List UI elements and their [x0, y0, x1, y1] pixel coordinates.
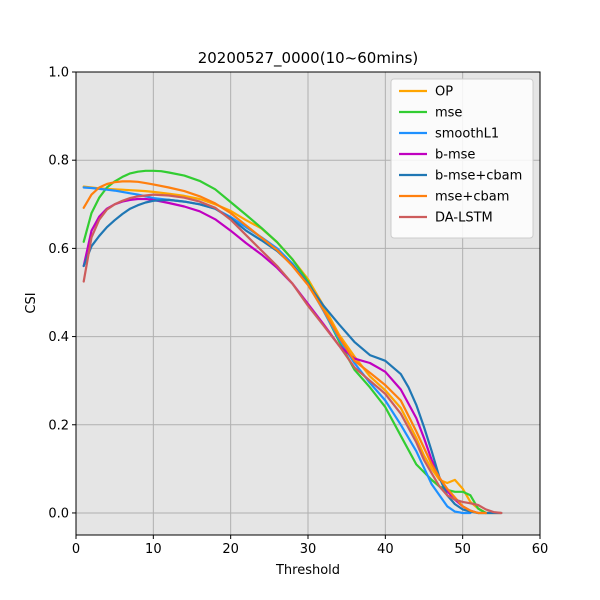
x-tick-label: 50	[454, 542, 471, 557]
series-lines	[82, 169, 503, 515]
legend-label: b-mse+cbam	[435, 169, 522, 184]
legend: OP mse smoothL1 b-mse b-mse+cbam mse+cbam DA-L…	[390, 78, 534, 239]
x-tick-label: 30	[300, 542, 317, 557]
series-line-b-mse	[82, 197, 480, 515]
x-tick-label: 20	[222, 542, 239, 557]
legend-label: b-mse	[435, 148, 475, 163]
x-tick-label: 10	[145, 542, 162, 557]
y-tick-label: 0.8	[48, 154, 69, 169]
x-tick-label: 0	[72, 542, 80, 557]
legend-label: smoothL1	[435, 127, 499, 142]
x-tick-label: 40	[377, 542, 394, 557]
y-tick-label: 0.4	[48, 330, 69, 345]
y-tick-label: 0.2	[48, 418, 69, 433]
series-line-da-lstm	[82, 193, 503, 515]
y-tick-label: 0.0	[48, 506, 69, 521]
x-axis-ticks: 0 10 20 30 40 50 60	[72, 535, 548, 557]
y-axis-label: CSI	[24, 292, 39, 313]
y-tick-label: 1.0	[48, 66, 69, 81]
legend-label: DA-LSTM	[435, 211, 493, 226]
legend-box	[390, 78, 534, 239]
x-axis-label: Threshold	[275, 563, 340, 578]
legend-label: mse	[435, 106, 462, 121]
series-line-mse-cbam	[82, 180, 487, 515]
legend-label: mse+cbam	[435, 190, 509, 205]
y-axis-ticks: 0.0 0.2 0.4 0.6 0.8 1.0	[48, 66, 76, 521]
chart-title: 20200527_0000(10~60mins)	[198, 49, 419, 68]
y-tick-label: 0.6	[48, 242, 69, 257]
x-tick-label: 60	[532, 542, 549, 557]
legend-label: OP	[435, 85, 453, 100]
